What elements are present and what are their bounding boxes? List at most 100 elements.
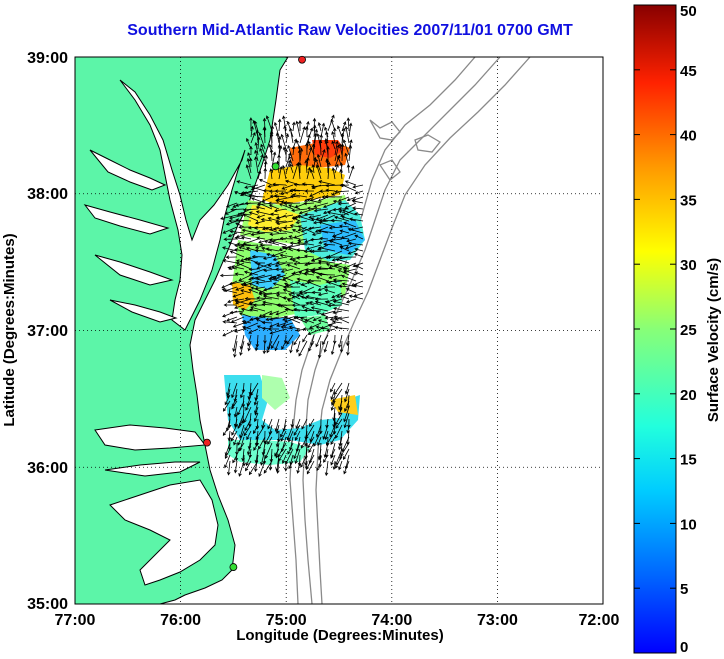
velocity-arrow xyxy=(283,125,287,138)
velocity-arrow xyxy=(298,290,315,294)
velocity-arrow xyxy=(282,274,294,281)
velocity-arrow xyxy=(254,220,266,225)
velocity-arrow xyxy=(274,262,287,268)
velocity-arrow xyxy=(317,122,322,132)
colorbar-tick-label: 20 xyxy=(680,387,697,404)
velocity-arrow xyxy=(307,328,322,336)
velocity-arrow xyxy=(232,292,245,298)
velocity-arrow xyxy=(261,302,273,307)
velocity-arrow xyxy=(245,400,252,411)
velocity-arrow xyxy=(312,124,317,138)
velocity-arrow xyxy=(269,148,274,162)
velocity-arrow xyxy=(352,262,364,268)
velocity-arrow xyxy=(291,217,301,222)
velocity-arrow xyxy=(289,163,294,174)
velocity-arrow xyxy=(319,236,329,241)
velocity-arrow xyxy=(302,334,308,343)
velocity-arrow xyxy=(343,406,350,423)
velocity-arrow xyxy=(261,226,273,231)
velocity-arrow xyxy=(344,388,350,403)
velocity-arrow xyxy=(295,281,308,288)
velocity-arrow xyxy=(230,430,238,442)
velocity-arrow xyxy=(305,295,322,300)
velocity-arrow xyxy=(324,316,336,320)
velocity-arrow xyxy=(331,140,336,150)
velocity-arrow xyxy=(315,158,322,174)
velocity-arrow xyxy=(243,424,252,437)
velocity-arrow xyxy=(253,412,259,423)
velocity-arrow xyxy=(256,230,273,234)
velocity-arrow xyxy=(283,226,294,230)
colorbar-label: Surface Velocity (cm/s) xyxy=(705,258,722,422)
velocity-arrow xyxy=(235,298,252,305)
velocity-arrow xyxy=(330,382,336,393)
velocity-arrow xyxy=(243,256,259,261)
velocity-arrow xyxy=(255,129,260,144)
colorbar-tick-label: 30 xyxy=(680,257,697,274)
velocity-arrow xyxy=(237,400,245,416)
x-tick-label: 73:00 xyxy=(477,612,518,629)
velocity-arrow xyxy=(293,442,301,460)
velocity-arrow xyxy=(318,238,336,245)
velocity-arrow xyxy=(297,215,315,222)
velocity-arrow xyxy=(280,200,294,204)
velocity-arrow xyxy=(245,454,252,467)
velocity-arrow xyxy=(310,249,329,254)
velocity-arrow xyxy=(334,325,350,330)
velocity-arrow xyxy=(244,201,259,206)
velocity-arrow xyxy=(275,424,280,435)
velocity-arrow xyxy=(337,269,350,276)
velocity-arrow xyxy=(251,197,266,204)
velocity-arrow xyxy=(335,454,343,469)
velocity-arrow xyxy=(289,224,301,228)
velocity-arrow xyxy=(334,189,350,194)
velocity-arrow xyxy=(324,430,329,441)
velocity-arrow xyxy=(299,317,315,324)
velocity-arrow xyxy=(329,424,336,438)
velocity-arrow xyxy=(328,226,343,230)
velocity-arrow xyxy=(241,325,252,330)
velocity-arrow xyxy=(226,460,231,476)
velocity-arrow xyxy=(331,130,336,144)
colorbar-tick-label: 50 xyxy=(680,3,697,20)
velocity-arrow xyxy=(338,255,357,260)
velocity-arrow xyxy=(276,220,294,226)
velocity-arrow xyxy=(256,263,273,270)
velocity-arrow xyxy=(285,179,301,186)
velocity-arrow xyxy=(286,263,301,270)
velocity-arrow xyxy=(318,246,336,252)
x-tick-labels: 77:00 76:00 75:00 74:00 73:00 72:00 xyxy=(55,612,620,629)
x-tick-label: 77:00 xyxy=(55,612,96,629)
velocity-arrow xyxy=(313,208,329,213)
velocity-arrow xyxy=(232,322,245,328)
velocity-arrow xyxy=(330,448,336,459)
x-tick-label: 76:00 xyxy=(160,612,201,629)
velocity-arrow xyxy=(249,308,259,312)
velocity-arrow xyxy=(323,340,329,353)
velocity-arrow xyxy=(266,340,273,354)
velocity-arrow xyxy=(340,442,350,457)
velocity-arrow xyxy=(276,261,294,265)
velocity-arrow xyxy=(317,292,329,297)
velocity-arrow xyxy=(304,159,308,174)
velocity-arrow xyxy=(221,246,238,252)
velocity-arrow xyxy=(314,297,329,302)
velocity-arrow xyxy=(286,424,294,441)
plot-frame xyxy=(74,56,604,605)
velocity-arrow xyxy=(236,208,252,216)
velocity-arrow xyxy=(332,235,350,240)
velocity-arrow xyxy=(348,122,353,138)
y-tick-labels: 39:00 38:00 37:00 36:00 35:00 xyxy=(27,50,68,613)
velocity-arrow xyxy=(235,286,245,291)
velocity-arrow xyxy=(292,121,296,132)
velocity-arrow xyxy=(243,270,259,276)
velocity-arrow xyxy=(337,201,350,206)
velocity-arrow xyxy=(306,206,322,211)
velocity-arrow xyxy=(324,131,329,144)
velocity-arrow xyxy=(267,436,273,445)
velocity-arrow xyxy=(269,328,287,335)
velocity-arrow xyxy=(222,226,238,234)
velocity-arrow xyxy=(273,208,287,213)
velocity-arrow xyxy=(250,276,266,282)
velocity-arrow xyxy=(250,232,266,237)
